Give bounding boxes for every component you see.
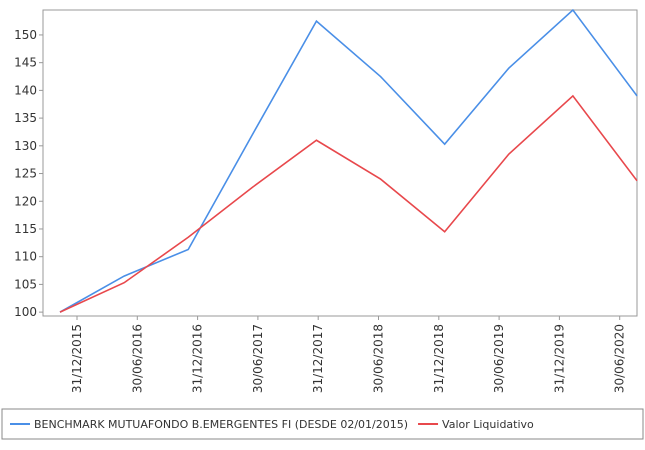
y-tick-label: 120 — [14, 194, 37, 208]
y-tick-label: 115 — [14, 222, 37, 236]
x-tick-label: 31/12/2015 — [70, 324, 84, 393]
x-tick-label: 30/06/2016 — [130, 324, 144, 393]
plot-area — [42, 9, 638, 317]
x-tick-label: 30/06/2020 — [613, 324, 627, 393]
x-tick-label: 31/12/2018 — [432, 324, 446, 393]
y-tick-label: 125 — [14, 167, 37, 181]
x-tick-label: 31/12/2016 — [191, 324, 205, 393]
y-tick-label: 150 — [14, 28, 37, 42]
y-tick-label: 100 — [14, 305, 37, 319]
x-tick-label: 30/06/2017 — [251, 324, 265, 393]
y-tick-label: 110 — [14, 250, 37, 264]
legend-label: Valor Liquidativo — [442, 418, 534, 431]
x-tick-label: 31/12/2019 — [552, 324, 566, 393]
y-tick-label: 140 — [14, 83, 37, 97]
y-tick-label: 135 — [14, 111, 37, 125]
series-line — [59, 94, 638, 313]
x-tick-label: 30/06/2019 — [492, 324, 506, 393]
legend-label: BENCHMARK MUTUAFONDO B.EMERGENTES FI (DE… — [34, 418, 408, 431]
legend: BENCHMARK MUTUAFONDO B.EMERGENTES FI (DE… — [1, 408, 644, 440]
y-tick-label: 145 — [14, 56, 37, 70]
x-tick-label: 30/06/2018 — [372, 324, 386, 393]
series-line — [59, 8, 638, 313]
legend-box — [1, 408, 644, 440]
x-tick-label: 31/12/2017 — [311, 324, 325, 393]
y-tick-label: 130 — [14, 139, 37, 153]
y-tick-label: 105 — [14, 277, 37, 291]
